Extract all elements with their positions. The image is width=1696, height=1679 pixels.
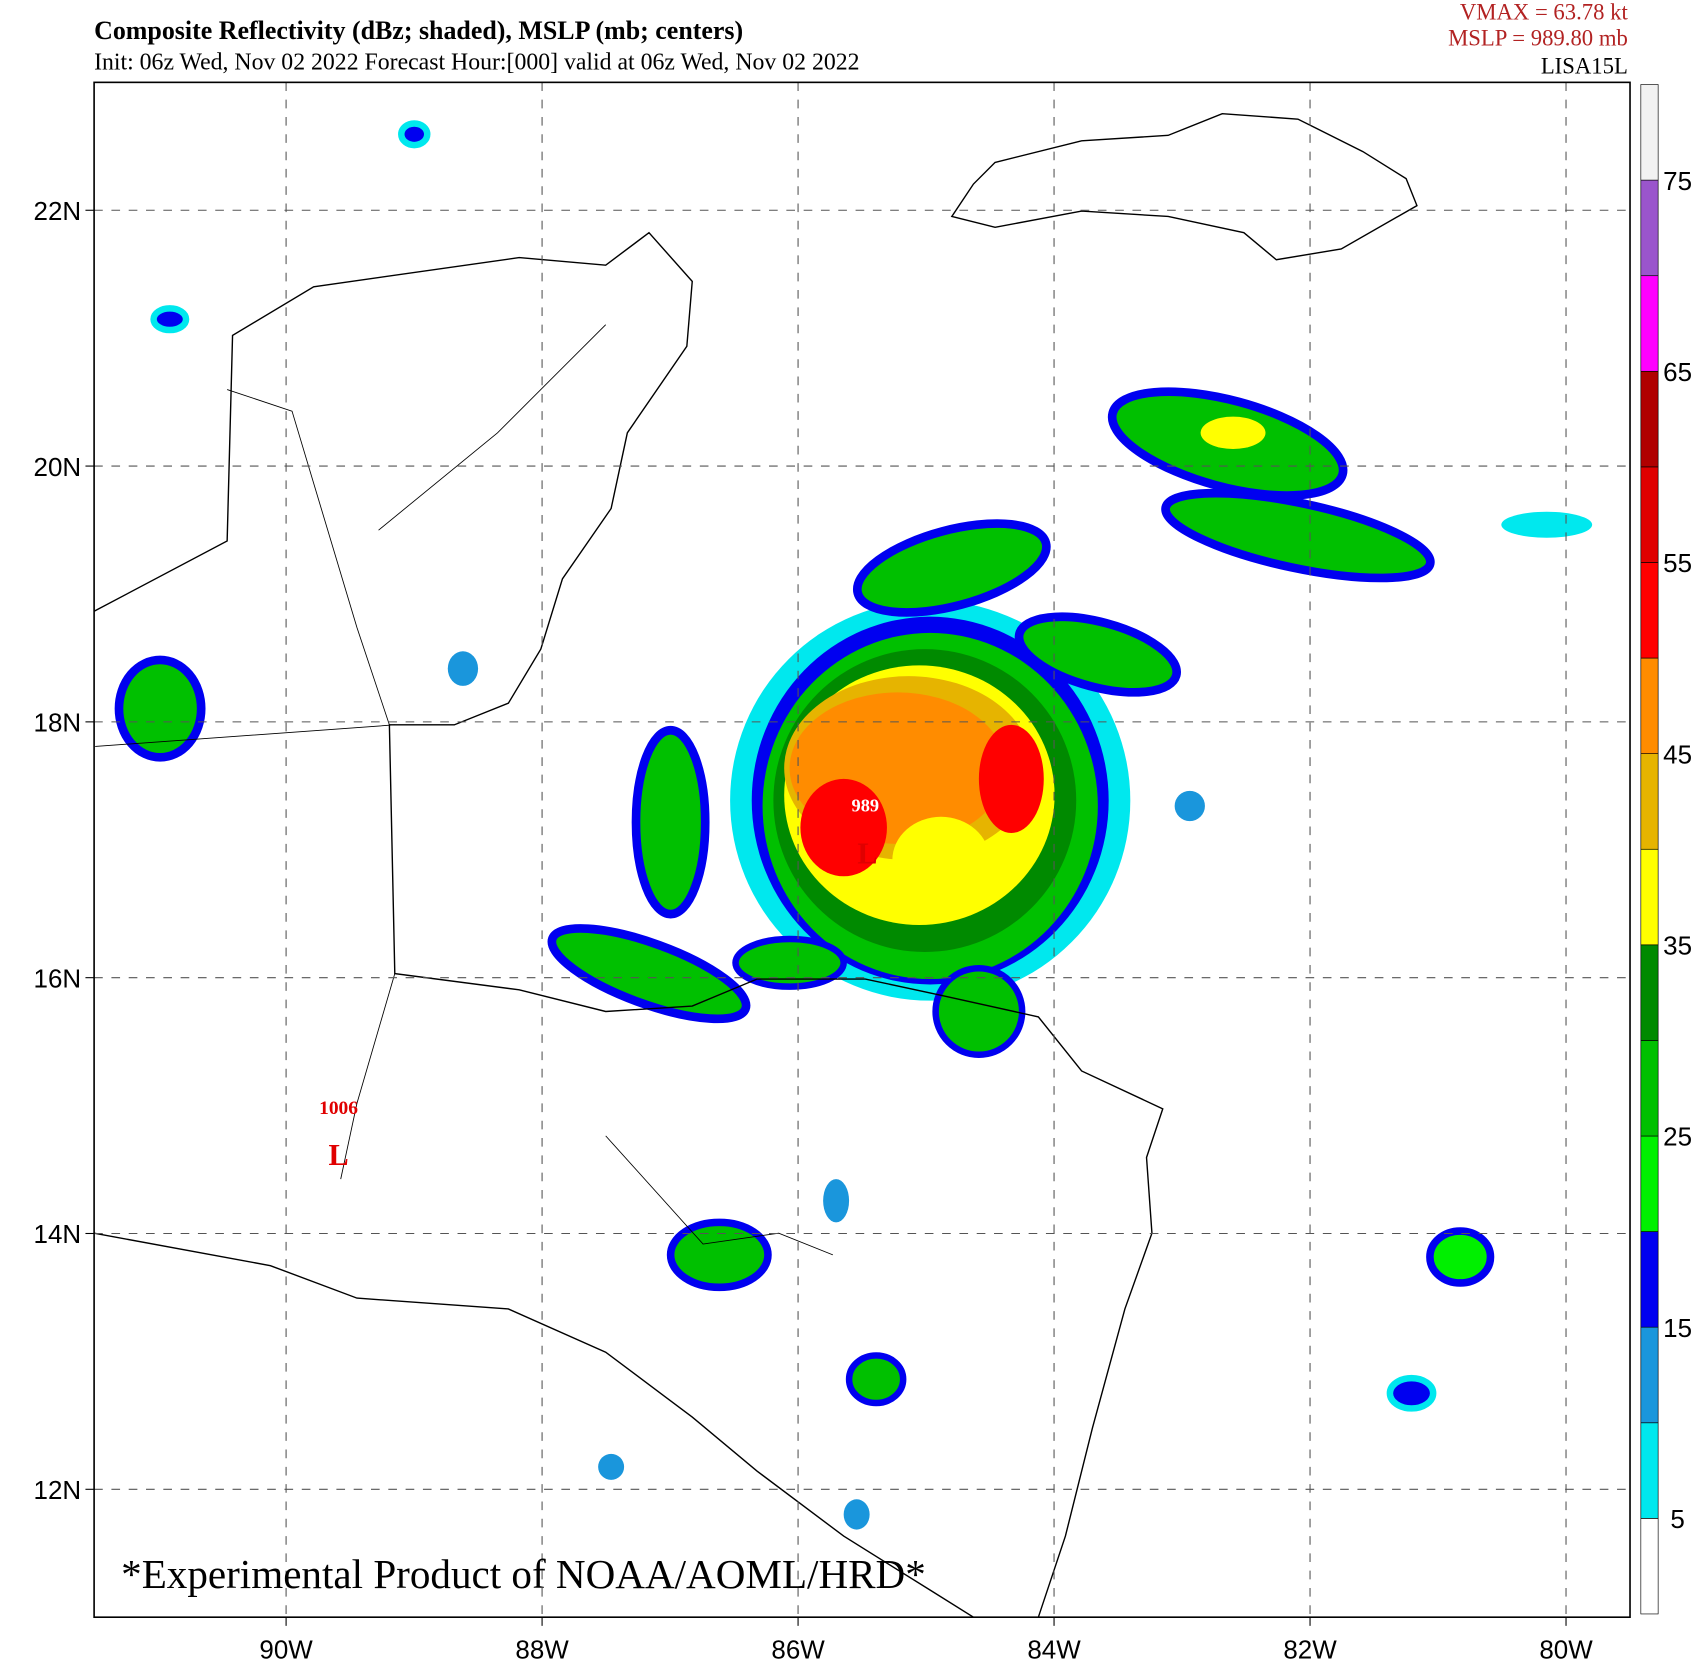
colorbar-swatch: [1640, 1422, 1659, 1519]
reflectivity: [114, 120, 1593, 1530]
colorbar-label: 75: [1663, 168, 1692, 196]
watermark: *Experimental Product of NOAA/AOML/HRD*: [121, 1551, 926, 1597]
colorbar-label: 55: [1663, 550, 1692, 578]
colorbar: 5 15 25 35 45 55 65 75: [1640, 84, 1692, 1615]
storm-id: LISA15L: [1541, 54, 1628, 79]
colorbar-label: 65: [1663, 359, 1692, 387]
low-symbol: L: [857, 836, 877, 870]
colorbar-label: 5: [1670, 1506, 1684, 1534]
colorbar-swatch: [1640, 370, 1659, 468]
colorbar-swatch: [1640, 944, 1659, 1041]
colorbar-swatch: [1640, 657, 1659, 754]
y-tick-label: 16N: [34, 965, 82, 993]
x-tick-label: 88W: [515, 1636, 569, 1664]
map-frame: [93, 81, 1631, 1619]
colorbar-swatch: [1640, 848, 1659, 946]
grid: 90W 88W 86W 84W 82W 80W 12N 14N 16N 18N 20N 22N: [34, 82, 1631, 1664]
colorbar-swatch: [1640, 1326, 1659, 1424]
colorbar-swatch: [1640, 466, 1659, 563]
subtitle: Init: 06z Wed, Nov 02 2022 Forecast Hour…: [94, 49, 859, 75]
colorbar-swatch: [1640, 275, 1659, 372]
pressure-label: 989: [852, 795, 880, 815]
x-tick-label: 84W: [1027, 1636, 1081, 1664]
colorbar-swatch: [1640, 1040, 1659, 1137]
colorbar-swatch: [1640, 1231, 1659, 1328]
mslp: MSLP = 989.80 mb: [1448, 26, 1628, 51]
colorbar-swatch: [1640, 562, 1659, 659]
y-tick-label: 22N: [34, 198, 82, 226]
colorbar-swatch: [1640, 179, 1659, 277]
vmax: VMAX = 63.78 kt: [1460, 0, 1629, 25]
y-tick-label: 20N: [34, 454, 82, 482]
y-tick-label: 14N: [34, 1221, 82, 1249]
colorbar-label: 45: [1663, 741, 1692, 769]
x-tick-label: 80W: [1539, 1636, 1593, 1664]
x-tick-label: 90W: [259, 1636, 313, 1664]
x-tick-label: 82W: [1283, 1636, 1337, 1664]
colorbar-swatch: [1640, 1518, 1659, 1615]
colorbar-label: 25: [1663, 1124, 1692, 1152]
pressure-label: 1006: [319, 1098, 358, 1119]
colorbar-label: 15: [1663, 1315, 1692, 1343]
coastlines: [94, 113, 1418, 1618]
colorbar-swatch: [1640, 84, 1659, 181]
y-tick-label: 12N: [34, 1477, 82, 1505]
colorbar-label: 35: [1663, 933, 1692, 961]
colorbar-swatch: [1640, 1135, 1659, 1232]
title: Composite Reflectivity (dBz; shaded), MS…: [94, 16, 743, 45]
low-symbol: L: [328, 1138, 348, 1172]
colorbar-swatch: [1640, 753, 1659, 850]
y-tick-label: 18N: [34, 710, 82, 738]
x-tick-label: 86W: [771, 1636, 825, 1664]
